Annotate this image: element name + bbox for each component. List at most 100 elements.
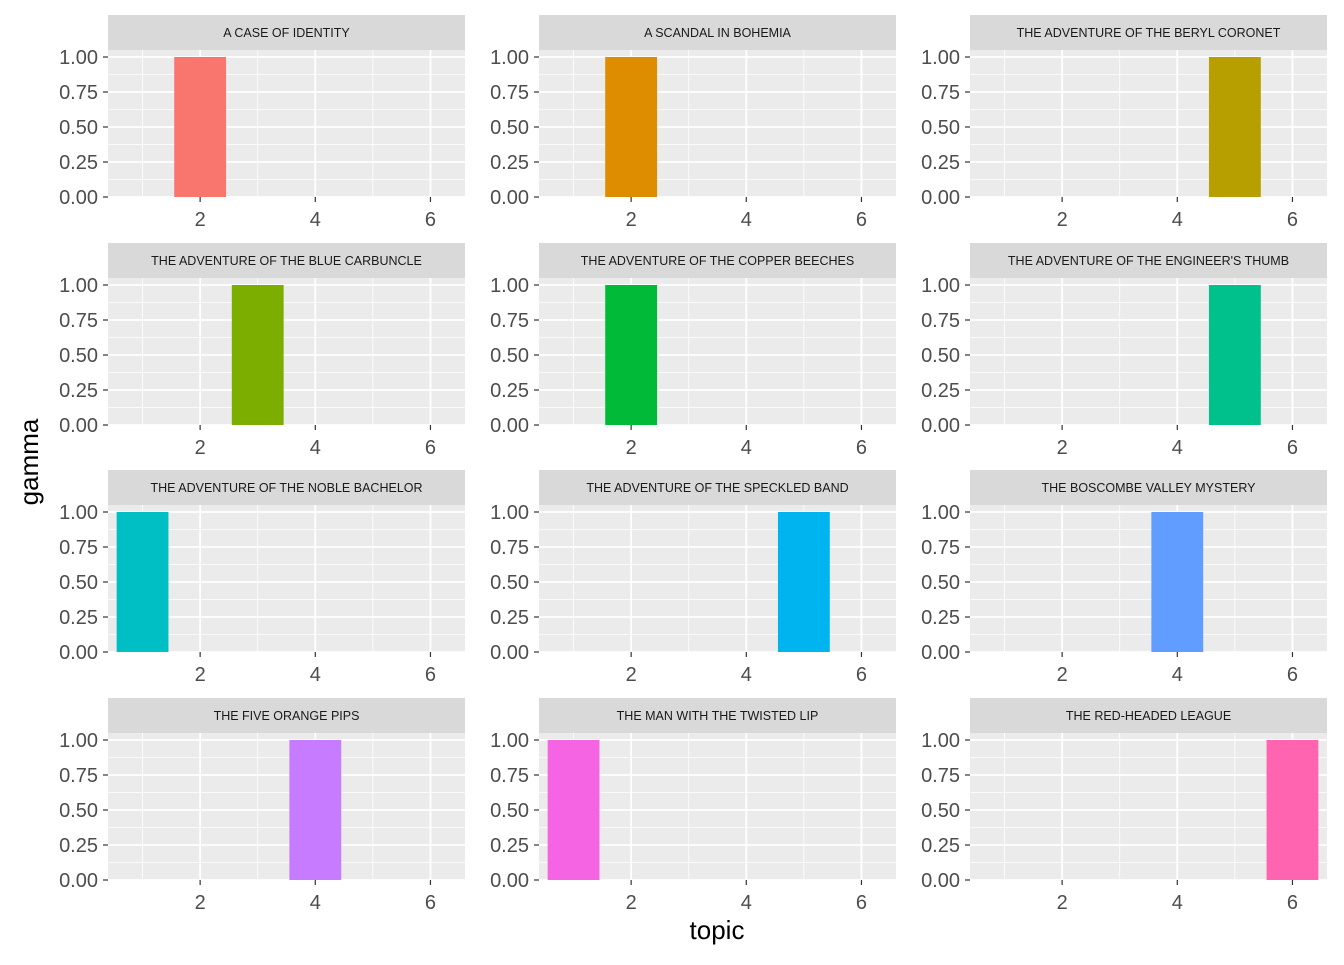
x-tick-label: 6 (425, 664, 436, 686)
y-tick-label: 0.50 (490, 345, 529, 367)
facet-title: THE ADVENTURE OF THE BERYL CORONET (1017, 26, 1281, 40)
y-tick-label: 0.25 (59, 835, 98, 857)
y-tick-label: 0.50 (59, 117, 98, 139)
y-tick-label: 1.00 (59, 47, 98, 69)
y-tick-label: 0.50 (921, 117, 960, 139)
y-tick-label: 1.00 (59, 275, 98, 297)
panel-background (539, 50, 896, 197)
y-tick-label: 0.50 (490, 572, 529, 594)
x-axis-title: topic (690, 915, 745, 945)
y-tick-label: 0.00 (490, 415, 529, 437)
x-tick-label: 2 (626, 892, 637, 914)
y-tick-label: 0.75 (490, 310, 529, 332)
x-tick-label: 2 (1057, 892, 1068, 914)
panel-background (108, 278, 465, 425)
y-tick-label: 0.75 (59, 537, 98, 559)
bar (231, 285, 284, 425)
facet-title: A SCANDAL IN BOHEMIA (644, 26, 791, 40)
y-tick-label: 0.50 (490, 117, 529, 139)
facet-title: THE ADVENTURE OF THE COPPER BEECHES (581, 254, 854, 268)
x-tick-label: 4 (310, 664, 321, 686)
x-tick-label: 2 (1057, 437, 1068, 459)
x-tick-label: 6 (856, 209, 867, 231)
panel-background (970, 505, 1327, 652)
y-tick-label: 0.75 (490, 82, 529, 104)
panel-background (970, 278, 1327, 425)
x-tick-label: 6 (856, 892, 867, 914)
facet-title: THE ADVENTURE OF THE NOBLE BACHELOR (150, 481, 422, 495)
panel-background (539, 278, 896, 425)
y-tick-label: 1.00 (59, 502, 98, 524)
facet-strip (970, 470, 1327, 505)
y-tick-label: 0.25 (59, 380, 98, 402)
facet-panel: THE ADVENTURE OF THE BERYL CORONET 0.00 0.… (921, 15, 1327, 231)
y-tick-label: 0.00 (490, 187, 529, 209)
x-tick-label: 6 (1287, 664, 1298, 686)
x-tick-label: 4 (310, 892, 321, 914)
y-tick-label: 0.25 (921, 607, 960, 629)
y-tick-label: 0.25 (490, 607, 529, 629)
facet-title: THE ADVENTURE OF THE ENGINEER'S THUMB (1008, 254, 1289, 268)
bar (1151, 512, 1204, 652)
facet-panel: THE ADVENTURE OF THE SPECKLED BAND 0.00 0.… (490, 470, 896, 686)
facet-strip (108, 15, 465, 50)
y-tick-label: 0.25 (490, 835, 529, 857)
y-tick-label: 0.00 (921, 642, 960, 664)
y-tick-label: 0.50 (921, 572, 960, 594)
y-tick-label: 1.00 (490, 730, 529, 752)
facet-strip (539, 243, 896, 278)
facet-panel: THE FIVE ORANGE PIPS 0.00 0.25 0.50 0.75 1.00… (59, 698, 465, 914)
facet-title: A CASE OF IDENTITY (223, 26, 350, 40)
bar (116, 512, 169, 652)
y-tick-label: 1.00 (490, 502, 529, 524)
y-tick-label: 0.00 (921, 415, 960, 437)
y-tick-label: 0.75 (59, 310, 98, 332)
x-tick-label: 2 (1057, 209, 1068, 231)
x-tick-label: 4 (310, 209, 321, 231)
x-tick-label: 2 (195, 209, 206, 231)
y-tick-label: 0.50 (59, 572, 98, 594)
y-tick-label: 0.00 (921, 187, 960, 209)
y-tick-label: 0.75 (59, 765, 98, 787)
facet-title: THE RED-HEADED LEAGUE (1066, 709, 1231, 723)
panel-background (970, 50, 1327, 197)
x-tick-label: 4 (1172, 209, 1183, 231)
y-tick-label: 0.75 (921, 82, 960, 104)
y-tick-label: 0.25 (490, 152, 529, 174)
facet-title: THE ADVENTURE OF THE BLUE CARBUNCLE (151, 254, 422, 268)
facet-panel: THE MAN WITH THE TWISTED LIP 0.00 0.25 0.50… (490, 698, 896, 914)
x-tick-label: 4 (310, 437, 321, 459)
y-tick-label: 0.50 (490, 800, 529, 822)
x-tick-label: 2 (195, 892, 206, 914)
x-tick-label: 4 (1172, 892, 1183, 914)
y-tick-label: 1.00 (921, 275, 960, 297)
bar (174, 57, 227, 197)
facet-strip (970, 243, 1327, 278)
bar (777, 512, 830, 652)
x-tick-label: 6 (425, 437, 436, 459)
x-tick-label: 4 (741, 892, 752, 914)
panel-background (108, 50, 465, 197)
facet-panel: THE RED-HEADED LEAGUE 0.00 0.25 0.50 0.75 1.0… (921, 698, 1327, 914)
y-tick-label: 0.00 (59, 642, 98, 664)
x-tick-label: 6 (425, 209, 436, 231)
facet-panel: THE ADVENTURE OF THE NOBLE BACHELOR 0.00 0… (59, 470, 465, 686)
bar (547, 740, 600, 880)
x-tick-label: 6 (856, 664, 867, 686)
x-tick-label: 2 (626, 209, 637, 231)
facet-title: THE BOSCOMBE VALLEY MYSTERY (1042, 481, 1257, 495)
y-tick-label: 0.75 (921, 537, 960, 559)
x-tick-label: 4 (741, 664, 752, 686)
y-tick-label: 0.25 (59, 152, 98, 174)
panels-layer: A CASE OF IDENTITY 0.00 0.25 0.50 0.75 1.00 2 4… (59, 15, 1327, 914)
facet-title: THE ADVENTURE OF THE SPECKLED BAND (586, 481, 848, 495)
facet-strip (108, 698, 465, 733)
y-tick-label: 0.75 (921, 310, 960, 332)
x-tick-label: 2 (195, 437, 206, 459)
facet-panel: THE ADVENTURE OF THE ENGINEER'S THUMB 0.0… (921, 243, 1327, 459)
x-tick-label: 4 (741, 437, 752, 459)
bar (605, 285, 658, 425)
panel-background (108, 733, 465, 880)
y-tick-label: 0.75 (490, 537, 529, 559)
